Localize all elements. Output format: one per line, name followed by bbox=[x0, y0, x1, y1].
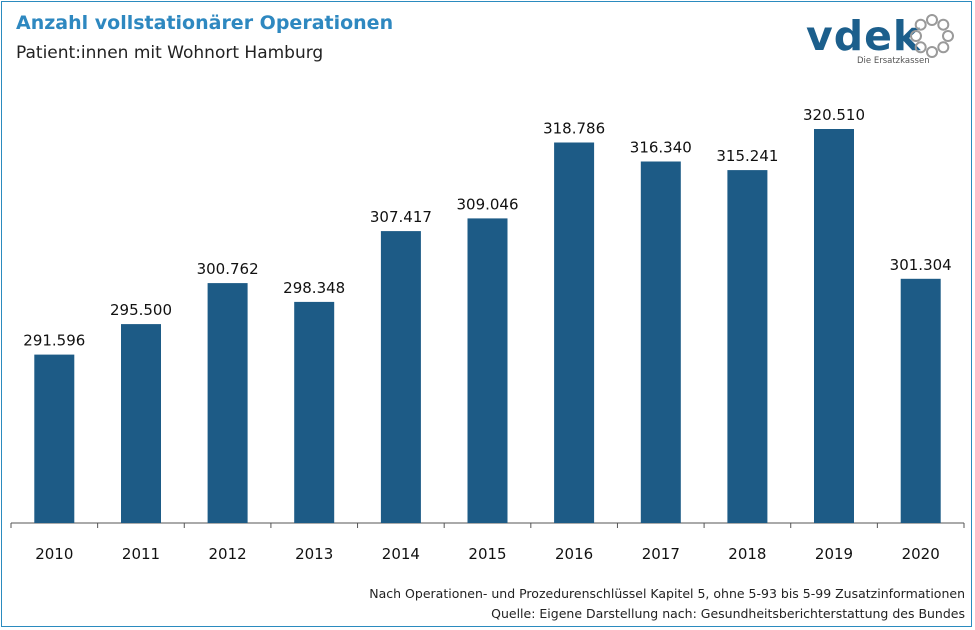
x-tick-label-2017: 2017 bbox=[642, 545, 680, 563]
x-tick-label-2020: 2020 bbox=[902, 545, 940, 563]
x-tick-label-2019: 2019 bbox=[815, 545, 853, 563]
data-label-2015: 309.046 bbox=[456, 195, 518, 213]
bar-2020 bbox=[900, 278, 941, 523]
bar-2015 bbox=[467, 218, 508, 523]
data-label-2017: 316.340 bbox=[630, 139, 692, 157]
logo-ring-dot bbox=[914, 18, 927, 31]
bar-2013 bbox=[294, 301, 335, 523]
data-label-2018: 315.241 bbox=[716, 147, 778, 165]
bar-2010 bbox=[34, 354, 75, 523]
data-label-2013: 298.348 bbox=[283, 279, 345, 297]
chart-title: Anzahl vollstationärer Operationen bbox=[16, 12, 394, 34]
bar-2014 bbox=[380, 231, 421, 523]
x-tick-label-2015: 2015 bbox=[468, 545, 506, 563]
data-label-2020: 301.304 bbox=[890, 256, 952, 274]
x-tick-label-2012: 2012 bbox=[209, 545, 247, 563]
bar-2011 bbox=[121, 324, 161, 523]
logo-ring-dot bbox=[910, 30, 922, 42]
data-label-2014: 307.417 bbox=[370, 208, 432, 226]
bar-2016 bbox=[554, 142, 595, 523]
logo-ring-dot bbox=[942, 30, 954, 42]
bar-2012 bbox=[207, 283, 248, 523]
bar-2017 bbox=[640, 161, 681, 523]
x-tick-label-2018: 2018 bbox=[728, 545, 766, 563]
logo-ring-dot bbox=[926, 46, 938, 58]
chart-subtitle: Patient:innen mit Wohnort Hamburg bbox=[16, 43, 324, 63]
logo-ring-dot bbox=[914, 41, 927, 54]
x-tick-label-2016: 2016 bbox=[555, 545, 593, 563]
data-label-2019: 320.510 bbox=[803, 106, 865, 124]
bar-2018 bbox=[727, 170, 768, 523]
footnote-method: Nach Operationen- und Prozedurenschlüsse… bbox=[369, 586, 965, 601]
vdek-logo: vdek Die Ersatzkassen bbox=[806, 8, 971, 74]
x-tick-label-2011: 2011 bbox=[122, 545, 160, 563]
x-tick-label-2013: 2013 bbox=[295, 545, 333, 563]
x-tick-label-2014: 2014 bbox=[382, 545, 420, 563]
x-tick-label-2010: 2010 bbox=[35, 545, 73, 563]
logo-ring-dot bbox=[926, 14, 938, 26]
footnote-source: Quelle: Eigene Darstellung nach: Gesundh… bbox=[491, 606, 965, 621]
data-label-2012: 300.762 bbox=[197, 260, 259, 278]
bar-2019 bbox=[814, 129, 854, 523]
logo-ring-dot bbox=[937, 41, 950, 54]
data-label-2010: 291.596 bbox=[23, 332, 85, 350]
data-label-2011: 295.500 bbox=[110, 301, 172, 319]
logo-wordmark: vdek bbox=[806, 12, 922, 60]
logo-tagline: Die Ersatzkassen bbox=[857, 56, 930, 66]
data-label-2016: 318.786 bbox=[543, 120, 605, 138]
dotted-ring-icon bbox=[910, 14, 954, 58]
logo-ring-dot bbox=[937, 18, 950, 31]
